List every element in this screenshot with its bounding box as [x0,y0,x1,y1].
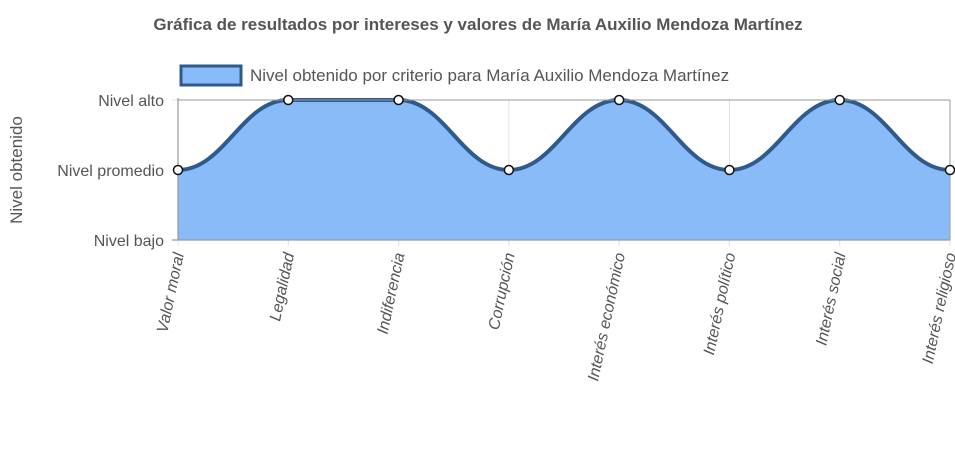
data-point[interactable] [613,94,625,106]
y-tick-labels: Nivel bajo Nivel promedio Nivel alto [57,93,164,250]
x-tick-label: Interés religioso [920,251,955,365]
y-tick-label: Nivel alto [98,93,164,110]
data-point[interactable] [393,94,404,106]
area-fill [178,100,950,240]
data-point[interactable] [944,164,955,176]
x-tick-label: Valor moral [154,251,188,334]
data-point[interactable] [172,164,184,176]
data-point[interactable] [283,94,294,106]
x-tick-label: Legalidad [267,250,298,322]
data-points [172,94,955,176]
x-tick-label: Interés económico [585,251,629,383]
x-tick-label: Interés político [701,251,739,356]
legend-swatch [179,64,243,87]
legend-label: Nivel obtenido por criterio para María A… [250,66,729,85]
data-point[interactable] [834,94,845,106]
y-tick-label: Nivel bajo [94,233,164,250]
y-axis-title: Nivel obtenido [7,116,26,224]
x-tick-label: Interés social [813,251,849,347]
chart-title: Gráfica de resultados por intereses y va… [153,15,802,34]
x-tick-labels: Valor moral Legalidad Indiferencia Corrupci… [154,250,955,382]
x-tick-label: Corrupción [486,251,519,331]
legend[interactable]: Nivel obtenido por criterio para María A… [179,64,729,87]
data-point[interactable] [503,164,515,176]
x-tick-label: Indiferencia [375,251,409,336]
y-tick-label: Nivel promedio [57,163,164,180]
data-point[interactable] [724,164,735,176]
